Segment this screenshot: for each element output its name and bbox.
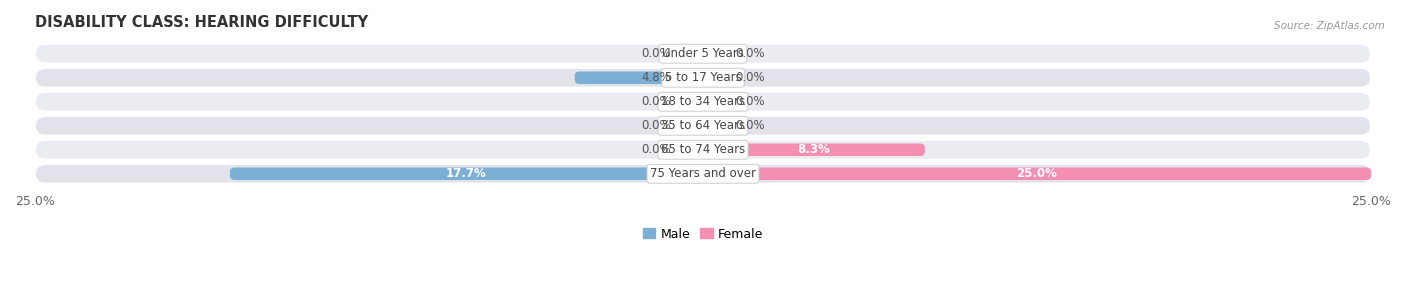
FancyBboxPatch shape bbox=[575, 72, 703, 84]
Text: 17.7%: 17.7% bbox=[446, 167, 486, 180]
FancyBboxPatch shape bbox=[231, 167, 703, 180]
FancyBboxPatch shape bbox=[35, 116, 1371, 136]
Text: 0.0%: 0.0% bbox=[735, 95, 765, 108]
Text: 0.0%: 0.0% bbox=[735, 119, 765, 132]
Text: 0.0%: 0.0% bbox=[641, 143, 671, 156]
Text: 4.8%: 4.8% bbox=[641, 71, 671, 84]
Legend: Male, Female: Male, Female bbox=[643, 228, 763, 241]
FancyBboxPatch shape bbox=[703, 167, 1371, 180]
FancyBboxPatch shape bbox=[35, 140, 1371, 160]
Text: 0.0%: 0.0% bbox=[641, 47, 671, 60]
Text: Under 5 Years: Under 5 Years bbox=[662, 47, 744, 60]
Text: 25.0%: 25.0% bbox=[1017, 167, 1057, 180]
Text: 18 to 34 Years: 18 to 34 Years bbox=[661, 95, 745, 108]
Text: 0.0%: 0.0% bbox=[641, 95, 671, 108]
FancyBboxPatch shape bbox=[35, 68, 1371, 88]
Text: Source: ZipAtlas.com: Source: ZipAtlas.com bbox=[1274, 21, 1385, 32]
FancyBboxPatch shape bbox=[35, 44, 1371, 64]
Text: DISABILITY CLASS: HEARING DIFFICULTY: DISABILITY CLASS: HEARING DIFFICULTY bbox=[35, 15, 368, 30]
FancyBboxPatch shape bbox=[703, 144, 925, 156]
FancyBboxPatch shape bbox=[35, 92, 1371, 112]
Text: 35 to 64 Years: 35 to 64 Years bbox=[661, 119, 745, 132]
Text: 0.0%: 0.0% bbox=[641, 119, 671, 132]
Text: 0.0%: 0.0% bbox=[735, 47, 765, 60]
Text: 75 Years and over: 75 Years and over bbox=[650, 167, 756, 180]
Text: 8.3%: 8.3% bbox=[797, 143, 831, 156]
Text: 65 to 74 Years: 65 to 74 Years bbox=[661, 143, 745, 156]
Text: 0.0%: 0.0% bbox=[735, 71, 765, 84]
Text: 5 to 17 Years: 5 to 17 Years bbox=[665, 71, 741, 84]
FancyBboxPatch shape bbox=[35, 164, 1371, 184]
